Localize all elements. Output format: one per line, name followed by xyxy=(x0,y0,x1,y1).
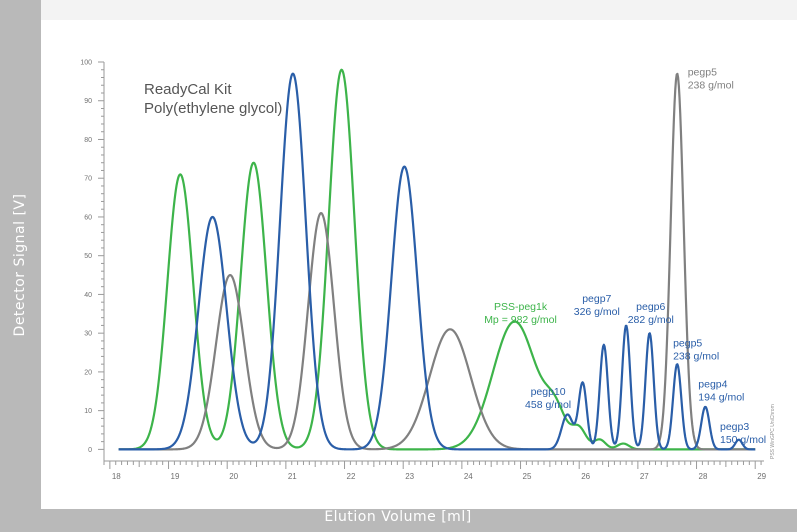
peak-label: pegp7 326 g/mol xyxy=(574,293,620,318)
x-tick-label: 20 xyxy=(229,472,238,481)
x-tick-label: 18 xyxy=(112,472,121,481)
x-tick-label: 23 xyxy=(405,472,414,481)
peak-label-line: 194 g/mol xyxy=(698,391,744,403)
software-watermark: PSS WinGPC UniChrom xyxy=(770,404,776,459)
peak-label-line: 238 g/mol xyxy=(673,351,719,363)
peak-label-line: PSS-peg1k xyxy=(494,301,548,313)
x-tick-label: 28 xyxy=(699,472,708,481)
x-tick-label: 29 xyxy=(757,472,766,481)
peak-label: pegp3 150 g/mol xyxy=(720,421,766,446)
y-tick-label: 90 xyxy=(84,98,92,105)
peak-label: pegp4 194 g/mol xyxy=(698,378,744,403)
peak-label: pegp6 282 g/mol xyxy=(628,301,674,326)
x-tick-label: 27 xyxy=(640,472,649,481)
peak-label-line: pegp6 xyxy=(636,301,665,313)
peak-label-line: pegp3 xyxy=(720,421,749,433)
y-tick-label: 20 xyxy=(84,369,92,376)
x-tick-label: 19 xyxy=(171,472,180,481)
peak-label-line: pegp10 xyxy=(531,386,566,398)
x-tick-label: 26 xyxy=(581,472,590,481)
annotations: ReadyCal Kit Poly(ethylene glycol) PSS Win… xyxy=(144,67,776,459)
peak-label-line: pegp5 xyxy=(688,67,717,79)
peak-label-line: 458 g/mol xyxy=(525,399,571,411)
peak-label-line: 150 g/mol xyxy=(720,434,766,446)
peak-label-line: Mp = 982 g/mol xyxy=(484,314,557,326)
plot-title-line: ReadyCal Kit xyxy=(144,81,232,98)
x-axis-title-bar xyxy=(0,509,797,532)
x-tick-label: 22 xyxy=(347,472,356,481)
y-tick-label: 10 xyxy=(84,408,92,415)
peak-label-line: 282 g/mol xyxy=(628,314,674,326)
peak-label: pegp5 238 g/mol xyxy=(673,338,719,363)
y-tick-label: 60 xyxy=(84,214,92,221)
y-tick-label: 80 xyxy=(84,137,92,144)
y-tick-label: 30 xyxy=(84,331,92,338)
x-tick-label: 21 xyxy=(288,472,297,481)
series-layer xyxy=(118,68,756,451)
series-line-green xyxy=(118,68,756,451)
y-tick-label: 0 xyxy=(88,447,92,454)
y-tick-label: 100 xyxy=(80,60,92,67)
peak-label: pegp5 238 g/mol xyxy=(688,67,734,92)
x-tick-label: 25 xyxy=(523,472,532,481)
series-line-gray xyxy=(118,72,756,451)
y-tick-label: 40 xyxy=(84,292,92,299)
axes: 0 10 20 30 40 50 60 70 80 90 100 18 19 20 21 22 23 24 25 26… xyxy=(80,60,766,482)
series-line-blue xyxy=(118,72,756,451)
peak-label: pegp10 458 g/mol xyxy=(525,386,571,411)
peak-label-line: 326 g/mol xyxy=(574,306,620,318)
plot-title-line: Poly(ethylene glycol) xyxy=(144,100,282,117)
peak-label: PSS-peg1k Mp = 982 g/mol xyxy=(484,301,557,326)
peak-label-line: pegp5 xyxy=(673,338,702,350)
y-tick-label: 50 xyxy=(84,253,92,260)
peak-label-line: pegp4 xyxy=(698,378,727,390)
y-tick-label: 70 xyxy=(84,176,92,183)
x-tick-label: 24 xyxy=(464,472,473,481)
x-axis-title: Elution Volume [ml] xyxy=(324,509,472,525)
peak-label-line: 238 g/mol xyxy=(688,80,734,92)
peak-label-line: pegp7 xyxy=(582,293,611,305)
y-axis-title-bar xyxy=(0,0,41,532)
